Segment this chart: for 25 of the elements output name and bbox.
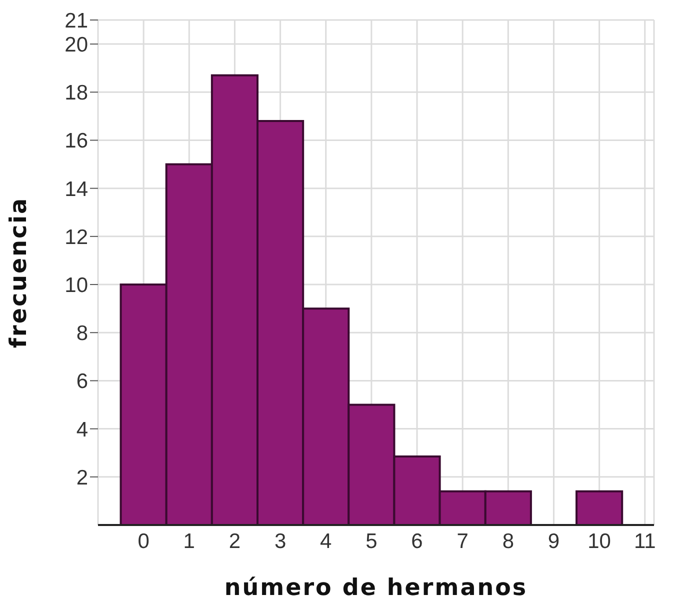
y-tick-label: 14 [64, 178, 88, 201]
x-tick-label: 6 [411, 530, 423, 553]
y-tick-label: 4 [76, 418, 88, 442]
x-tick-label: 8 [502, 530, 514, 553]
x-tick-label: 10 [588, 530, 611, 553]
x-tick-label: 4 [320, 530, 332, 553]
x-tick-label: 1 [183, 530, 195, 553]
y-tick-label: 18 [64, 82, 88, 105]
y-tick-label: 12 [64, 226, 88, 249]
y-tick-label: 21 [64, 9, 88, 32]
y-axis-title: frecuencia [6, 197, 32, 348]
x-tick-label: 7 [456, 530, 468, 553]
x-tick-label: 0 [138, 530, 150, 553]
x-tick-label: 5 [366, 530, 378, 553]
y-tick-label: 2 [76, 466, 88, 490]
y-tick-label: 20 [64, 34, 88, 57]
y-tick-label: 8 [76, 322, 88, 346]
x-tick-label: 9 [548, 530, 560, 553]
x-tick-label: 3 [274, 530, 286, 553]
x-axis-title: número de hermanos [224, 575, 528, 601]
y-tick-label: 16 [64, 130, 88, 153]
x-tick-label: 11 [634, 530, 656, 553]
y-tick-label: 6 [76, 370, 88, 394]
x-tick-label: 2 [228, 530, 241, 553]
y-tick-label: 10 [64, 274, 88, 297]
